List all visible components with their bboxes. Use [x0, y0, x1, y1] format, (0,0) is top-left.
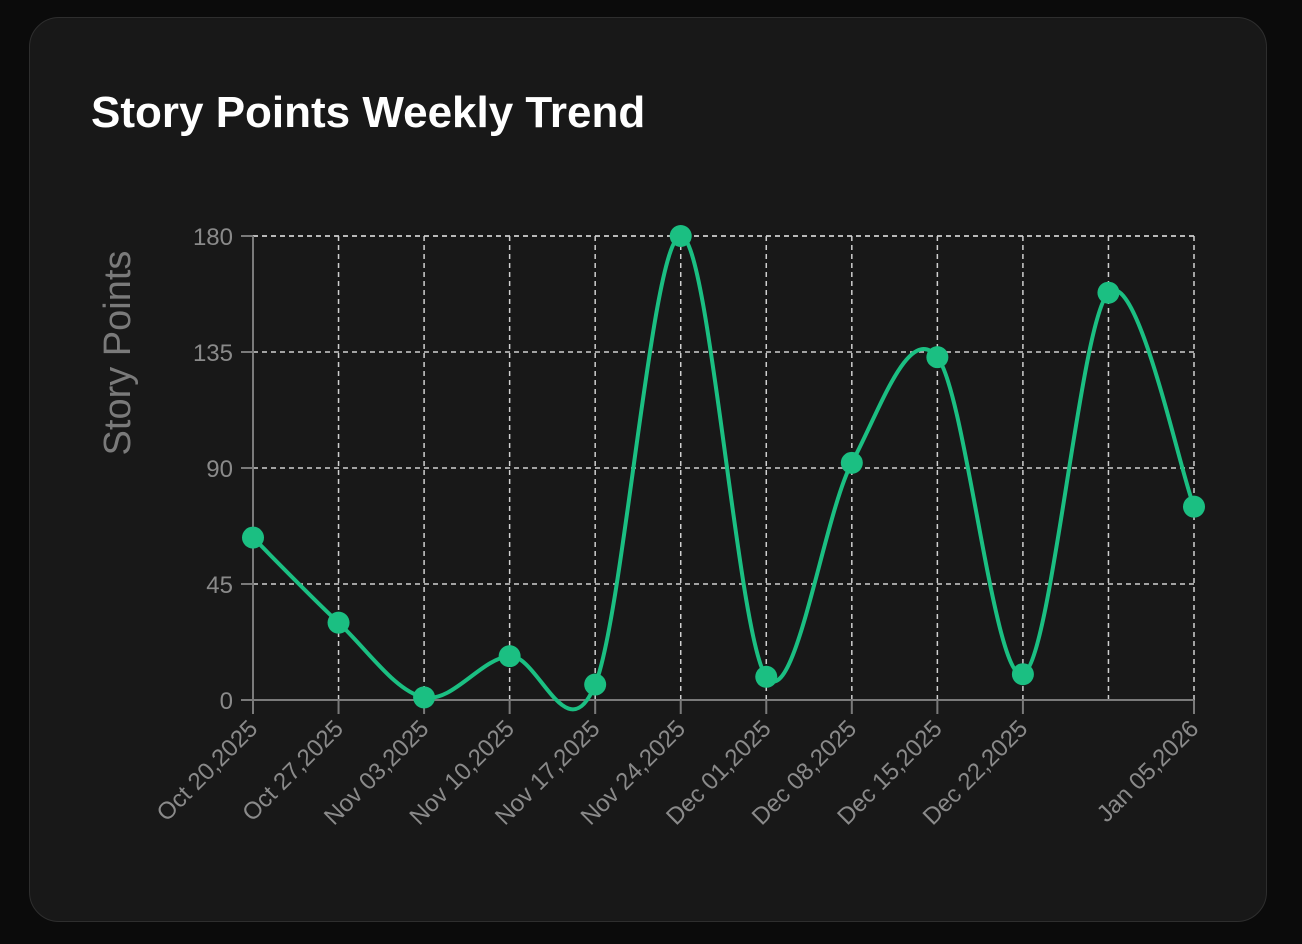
data-point[interactable] [755, 665, 778, 688]
data-point[interactable] [413, 686, 436, 709]
y-axis-title: Story Points [97, 251, 139, 456]
data-point[interactable] [1097, 281, 1120, 304]
data-point[interactable] [1183, 495, 1205, 518]
y-tick-label: 0 [220, 688, 233, 715]
data-point[interactable] [669, 225, 692, 247]
axes [241, 235, 1195, 714]
series-line [251, 233, 1196, 712]
data-point[interactable] [1011, 663, 1034, 686]
grid [253, 235, 1195, 700]
data-point[interactable] [584, 673, 607, 696]
data-point[interactable] [840, 451, 863, 474]
y-tick-label: 180 [193, 224, 233, 251]
data-point[interactable] [926, 346, 949, 369]
y-tick-label: 90 [206, 456, 233, 483]
y-tick-label: 135 [193, 340, 233, 367]
data-point[interactable] [498, 645, 521, 668]
x-tick-label: Jan 05,2026 [1092, 715, 1205, 828]
series [242, 225, 1205, 712]
data-point[interactable] [242, 526, 264, 549]
chart-card: Story Points Weekly Trend [29, 17, 1267, 922]
y-tick-label: 45 [206, 572, 233, 599]
data-point[interactable] [327, 611, 350, 634]
chart-title: Story Points Weekly Trend [91, 88, 646, 137]
